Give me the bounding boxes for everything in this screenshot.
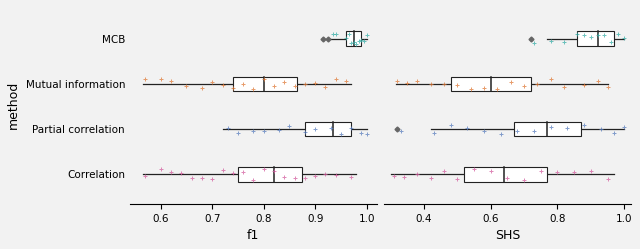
Bar bbox=[451, 77, 531, 91]
Bar bbox=[577, 31, 614, 46]
Bar bbox=[238, 167, 302, 182]
X-axis label: SHS: SHS bbox=[495, 229, 520, 242]
Bar bbox=[305, 122, 351, 136]
X-axis label: f1: f1 bbox=[247, 229, 260, 242]
Bar bbox=[514, 122, 581, 136]
Bar bbox=[233, 77, 297, 91]
Bar bbox=[464, 167, 547, 182]
Bar bbox=[346, 31, 362, 46]
Y-axis label: method: method bbox=[7, 81, 20, 129]
